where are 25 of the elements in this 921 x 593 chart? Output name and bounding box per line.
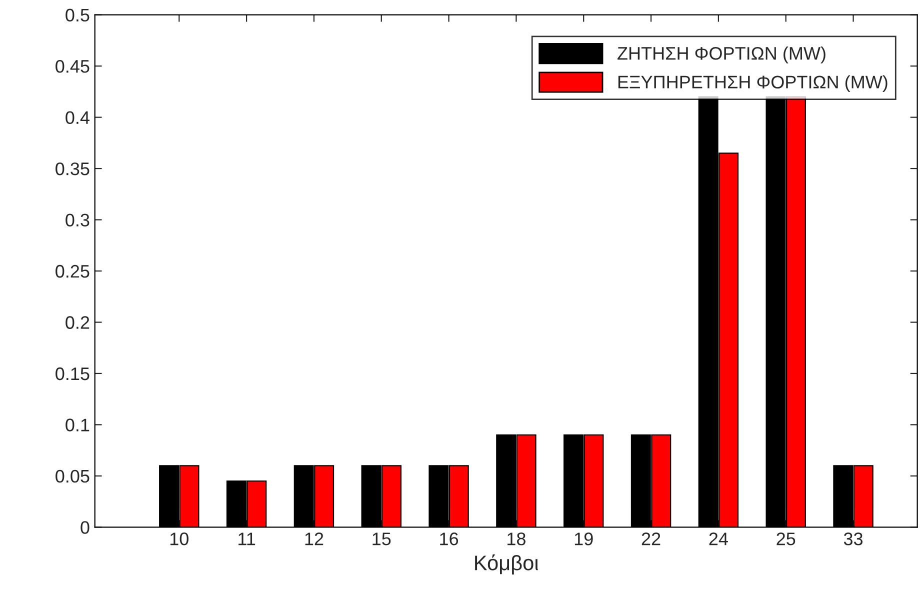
- y-tick-label: 0.3: [66, 214, 90, 226]
- y-tick-label: 0.1: [66, 418, 90, 432]
- x-tick-label: 33: [844, 532, 863, 546]
- y-tick-label: 0.45: [56, 60, 90, 73]
- x-tick-label: 18: [508, 532, 526, 546]
- x-tick-label: 12: [305, 532, 324, 546]
- x-tick-label: 15: [372, 532, 391, 546]
- x-axis-title: Κόμβοι: [475, 554, 538, 574]
- x-tick-label: 11: [238, 532, 256, 546]
- y-tick-label: 0.4: [66, 111, 90, 124]
- x-tick-label: 19: [574, 532, 593, 546]
- x-tick-label: 25: [776, 532, 796, 546]
- y-tick-label: 0.2: [66, 316, 90, 329]
- y-tick-label: 0.05: [56, 470, 90, 483]
- y-tick-label: 0.15: [56, 367, 90, 380]
- y-tick-label: 0.25: [56, 264, 90, 278]
- legend-label: ΖΗΤΗΣΗ ΦΟΡΤΙΩΝ (MW): [618, 46, 826, 64]
- x-tick-label: 22: [642, 532, 660, 546]
- x-tick-label: 24: [709, 532, 728, 546]
- x-tick-label: 16: [440, 532, 458, 546]
- legend-label: ΕΞΥΠΗΡΕΤΗΣΗ ΦΟΡΤΙΩΝ (MW): [618, 75, 888, 92]
- y-tick-label: 0: [80, 521, 90, 534]
- y-tick-label: 0.35: [56, 162, 90, 176]
- y-tick-label: 0.5: [66, 8, 90, 22]
- x-tick-label: 10: [170, 532, 188, 546]
